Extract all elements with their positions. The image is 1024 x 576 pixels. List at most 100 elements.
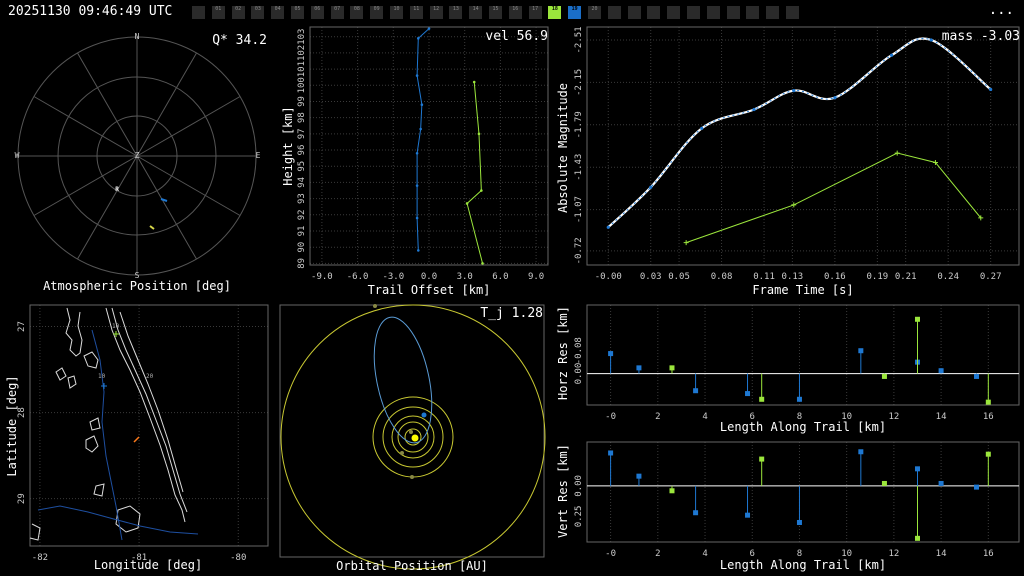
atmos-panel: N E S W Z R Q* 34.2 Atmospheric Position… bbox=[15, 32, 267, 293]
y-tick-label: 93 bbox=[297, 193, 307, 204]
y-tick-label: 89 bbox=[297, 258, 307, 269]
y-tick-label: 0.00 bbox=[574, 363, 584, 385]
x-tick-label: -80 bbox=[230, 553, 246, 563]
y-tick-label: -0.72 bbox=[574, 237, 584, 264]
planet-dot-a bbox=[373, 304, 377, 308]
mass-stat: mass -3.03 bbox=[942, 29, 1020, 44]
x-tick-label: 8 bbox=[797, 412, 802, 422]
y-tick-label: -2.15 bbox=[574, 69, 584, 96]
station-box[interactable]: 20 bbox=[588, 6, 601, 19]
station-box[interactable]: 08 bbox=[350, 6, 364, 19]
y-tick-label: -0.08 bbox=[574, 337, 584, 364]
x-tick-label: -9.0 bbox=[311, 272, 333, 282]
residual-marker bbox=[693, 388, 699, 394]
dir-east: E bbox=[256, 151, 261, 160]
x-tick-label: 0.16 bbox=[824, 272, 846, 282]
x-tick-label: 6.0 bbox=[492, 272, 508, 282]
y-tick-label: 103 bbox=[297, 29, 307, 45]
station-box[interactable] bbox=[726, 6, 740, 19]
x-tick-label: 16 bbox=[983, 412, 994, 422]
residual-marker bbox=[985, 399, 991, 405]
y-tick-label: 91 bbox=[297, 226, 307, 237]
polar-spoke bbox=[33, 155, 138, 216]
dir-north: N bbox=[135, 32, 140, 41]
y-tick-label: -1.43 bbox=[574, 154, 584, 181]
map-xlabel: Longitude [deg] bbox=[94, 558, 202, 572]
x-tick-label: 0.05 bbox=[668, 272, 690, 282]
station-box[interactable] bbox=[746, 6, 760, 19]
residual-marker bbox=[914, 466, 920, 472]
magnitude-point bbox=[700, 126, 704, 130]
x-tick-label: 0.11 bbox=[753, 272, 775, 282]
station-box[interactable] bbox=[607, 6, 621, 19]
x-tick-label: 12 bbox=[888, 549, 899, 559]
x-tick-label: 10 bbox=[841, 549, 852, 559]
magnitude-green-point bbox=[894, 150, 900, 156]
coastline bbox=[29, 307, 188, 541]
x-tick-label: 0.19 bbox=[867, 272, 889, 282]
map-label-c: 10 bbox=[98, 373, 106, 380]
magnitude-point bbox=[649, 185, 653, 189]
residual-marker bbox=[745, 391, 751, 397]
station-box[interactable] bbox=[667, 6, 681, 19]
y-tick-label: -1.07 bbox=[574, 196, 584, 223]
station-box[interactable] bbox=[786, 6, 799, 19]
station-box[interactable]: 06 bbox=[310, 6, 324, 19]
orbit-mars bbox=[382, 406, 444, 468]
station-box[interactable]: 05 bbox=[291, 6, 304, 19]
station-box[interactable] bbox=[192, 6, 205, 19]
orbit-caption: Orbital Position [AU] bbox=[336, 559, 488, 573]
menu-button[interactable]: ... bbox=[988, 2, 1014, 18]
station-box[interactable] bbox=[766, 6, 780, 19]
x-tick-label: 14 bbox=[936, 412, 947, 422]
station-box[interactable]: 03 bbox=[251, 6, 265, 19]
y-tick-label: 92 bbox=[297, 209, 307, 220]
planet-dot-d bbox=[409, 430, 413, 434]
meteoroid-orbit bbox=[373, 316, 433, 444]
station-box[interactable]: 04 bbox=[271, 6, 285, 19]
height-point bbox=[481, 262, 484, 265]
station-box[interactable]: 16 bbox=[508, 6, 522, 19]
station-box[interactable]: 02 bbox=[231, 6, 245, 19]
tj-stat: T_j 1.28 bbox=[480, 306, 543, 321]
station-box[interactable]: 07 bbox=[330, 6, 344, 19]
station-box[interactable]: 18 bbox=[548, 6, 562, 19]
station-box[interactable]: 13 bbox=[449, 6, 463, 19]
residual-marker bbox=[858, 348, 864, 354]
residual-marker bbox=[938, 480, 944, 486]
magnitude-point bbox=[792, 89, 796, 93]
orbit-panel: T_j 1.28 Orbital Position [AU] bbox=[279, 304, 546, 573]
residual-marker bbox=[759, 456, 765, 462]
y-tick-label: -2.51 bbox=[574, 26, 584, 53]
station-box[interactable]: 15 bbox=[489, 6, 502, 19]
y-tick-label: 98 bbox=[297, 112, 307, 123]
magnitude-green-point bbox=[791, 202, 797, 208]
station-box[interactable]: 12 bbox=[429, 6, 443, 19]
station-box[interactable] bbox=[687, 6, 700, 19]
station-box[interactable]: 09 bbox=[370, 6, 384, 19]
residual-marker bbox=[938, 368, 944, 374]
magnitude-point bbox=[929, 38, 933, 42]
station-box[interactable]: 11 bbox=[409, 6, 423, 19]
magnitude-point bbox=[889, 53, 894, 57]
x-tick-label: 16 bbox=[983, 549, 994, 559]
residual-marker bbox=[636, 473, 642, 479]
polar-spoke bbox=[136, 52, 197, 157]
x-tick-label: -82 bbox=[32, 553, 48, 563]
magnitude-panel: -0.00 0.03 0.05 0.08 0.11 0.13 0.16 0.19 0.21 0.2… bbox=[556, 26, 1020, 297]
residual-marker bbox=[693, 510, 699, 516]
station-box[interactable] bbox=[627, 6, 641, 19]
timestamp: 20251130 09:46:49 UTC bbox=[8, 4, 173, 19]
station-box[interactable]: 14 bbox=[469, 6, 483, 19]
y-tick-label: 27 bbox=[17, 321, 27, 332]
station-box[interactable] bbox=[706, 6, 720, 19]
station-box[interactable]: 01 bbox=[211, 6, 225, 19]
county-line bbox=[91, 329, 123, 541]
vert-res-frame bbox=[586, 441, 1020, 543]
station-box[interactable]: 10 bbox=[390, 6, 403, 19]
station-box[interactable]: 19 bbox=[568, 6, 582, 19]
station-box[interactable]: 17 bbox=[528, 6, 542, 19]
residual-marker bbox=[914, 535, 920, 541]
station-box[interactable] bbox=[647, 6, 661, 19]
residual-marker bbox=[608, 450, 614, 456]
